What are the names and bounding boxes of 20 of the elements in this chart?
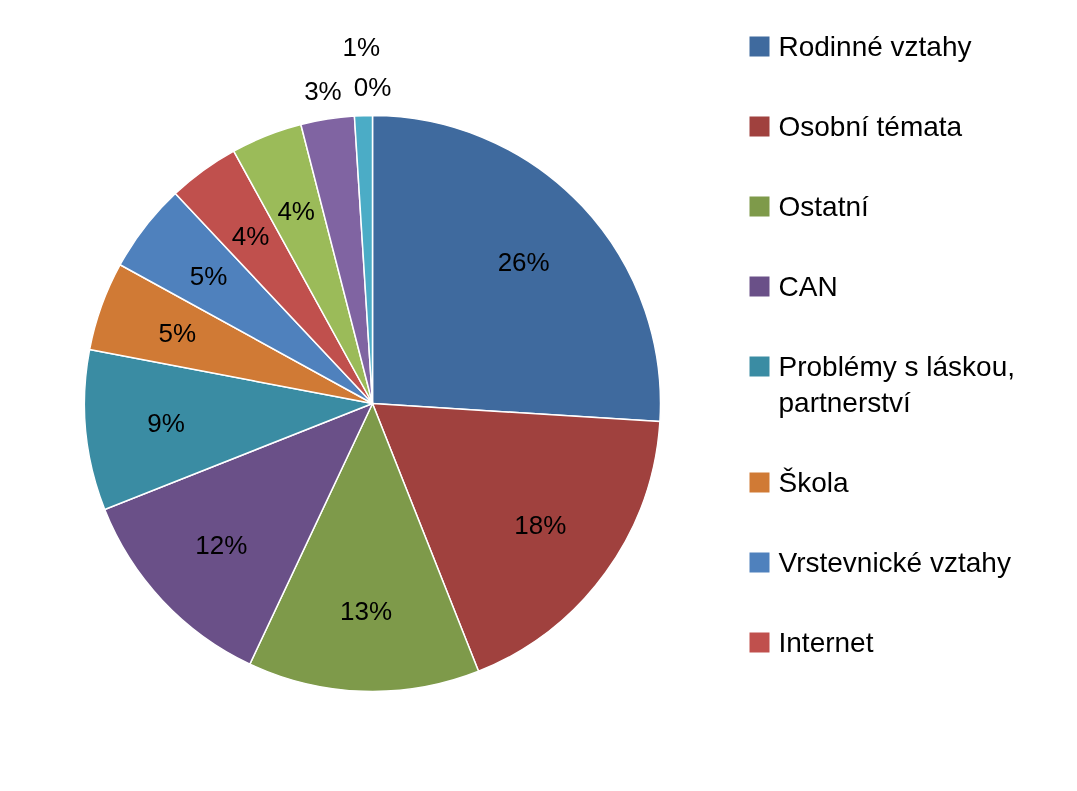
legend-label: Rodinné vztahy [778, 31, 972, 62]
legend-label: Ostatní [778, 191, 869, 222]
legend-label: Problémy s láskou, partnerství [778, 351, 1016, 418]
data-label: 13% [339, 595, 393, 626]
data-label: 1% [342, 31, 381, 62]
legend-label: CAN [778, 271, 838, 302]
legend-label: Internet [778, 627, 874, 658]
legend-label: Osobní témata [778, 111, 963, 142]
data-label: 4% [277, 195, 315, 226]
legend-label: Škola [778, 467, 849, 498]
legend-label: Vrstevnické vztahy [778, 547, 1011, 578]
data-label: 9% [147, 408, 185, 439]
data-label: 26% [497, 246, 550, 277]
data-label: 18% [514, 510, 567, 541]
text: 0% [353, 71, 392, 102]
data-label: 3% [304, 75, 342, 106]
data-label: 5% [158, 318, 197, 349]
data-label: 4% [231, 220, 270, 251]
data-label: 5% [189, 261, 228, 292]
data-label: 12% [195, 530, 248, 561]
